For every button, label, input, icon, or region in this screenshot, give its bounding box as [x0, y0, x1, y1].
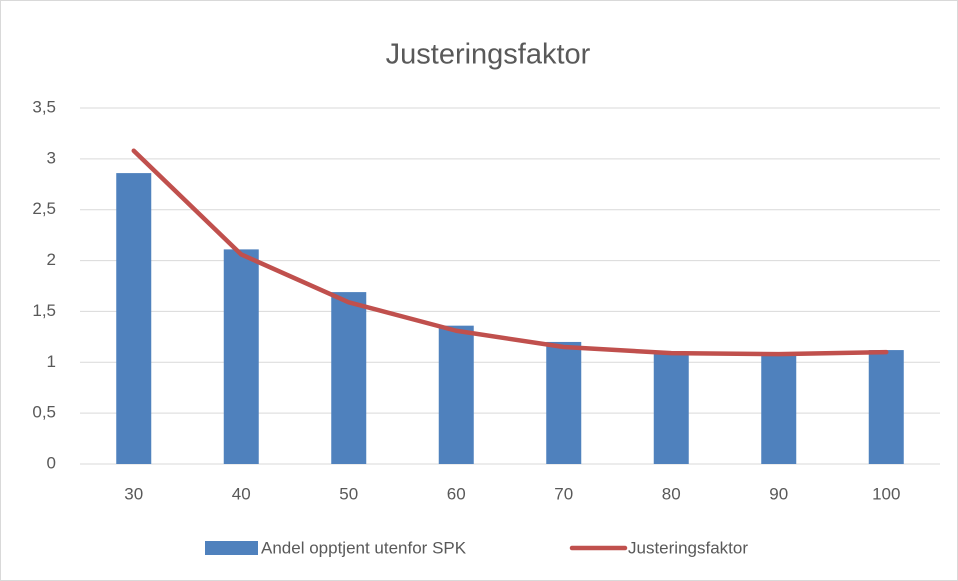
y-tick-label: 0 [47, 453, 56, 472]
legend-label: Justeringsfaktor [628, 538, 748, 557]
x-tick-label: 80 [662, 484, 681, 503]
y-tick-label: 1 [47, 352, 56, 371]
y-tick-label: 2 [47, 250, 56, 269]
bar [438, 325, 474, 464]
y-tick-label: 3 [47, 148, 56, 167]
legend-label: Andel opptjent utenfor SPK [261, 538, 467, 557]
bar [653, 353, 689, 464]
bar [546, 341, 582, 464]
x-tick-label: 60 [447, 484, 466, 503]
bar [868, 350, 904, 464]
x-tick-label: 50 [339, 484, 358, 503]
y-tick-label: 2,5 [32, 199, 56, 218]
y-tick-label: 1,5 [32, 301, 56, 320]
line [131, 148, 889, 357]
x-tick-label: 70 [554, 484, 573, 503]
x-tick-label: 30 [124, 484, 143, 503]
x-tick-label: 90 [769, 484, 788, 503]
bar [223, 249, 259, 464]
y-tick-label: 0,5 [32, 403, 56, 422]
bar [331, 292, 367, 464]
x-tick-label: 100 [872, 484, 900, 503]
x-tick-label: 40 [232, 484, 251, 503]
legend-swatch [205, 541, 258, 555]
bar [116, 173, 152, 464]
chart-title: Justeringsfaktor [386, 39, 591, 71]
y-tick-label: 3,5 [32, 97, 56, 116]
bar [761, 354, 797, 464]
